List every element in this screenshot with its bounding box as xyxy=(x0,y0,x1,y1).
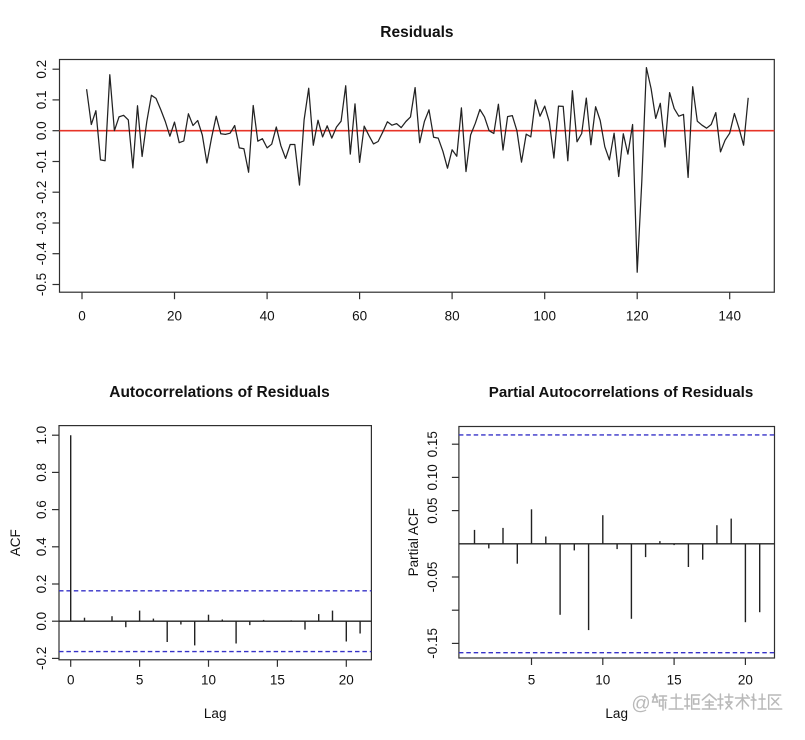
svg-text:0.6: 0.6 xyxy=(34,500,49,519)
svg-text:0.10: 0.10 xyxy=(425,464,440,490)
svg-text:Autocorrelations of Residuals: Autocorrelations of Residuals xyxy=(109,384,329,401)
svg-text:0.0: 0.0 xyxy=(34,121,49,140)
svg-text:0.4: 0.4 xyxy=(34,537,49,556)
svg-text:1.0: 1.0 xyxy=(34,426,49,445)
svg-text:Partial ACF: Partial ACF xyxy=(406,508,421,576)
svg-text:-0.2: -0.2 xyxy=(34,181,49,204)
svg-text:15: 15 xyxy=(667,673,682,688)
svg-text:140: 140 xyxy=(718,309,741,324)
svg-text:0: 0 xyxy=(78,309,86,324)
svg-text:0.2: 0.2 xyxy=(34,575,49,594)
svg-text:10: 10 xyxy=(201,673,216,688)
svg-text:-0.05: -0.05 xyxy=(425,562,440,593)
svg-text:100: 100 xyxy=(533,309,556,324)
svg-text:40: 40 xyxy=(260,309,275,324)
svg-text:Residuals: Residuals xyxy=(380,24,453,41)
svg-text:Lag: Lag xyxy=(204,706,227,721)
svg-text:0: 0 xyxy=(67,673,75,688)
svg-text:Partial Autocorrelations of Re: Partial Autocorrelations of Residuals xyxy=(489,384,753,401)
svg-text:Lag: Lag xyxy=(605,706,628,721)
svg-text:20: 20 xyxy=(339,673,354,688)
svg-text:120: 120 xyxy=(626,309,649,324)
svg-text:80: 80 xyxy=(445,309,460,324)
svg-text:5: 5 xyxy=(528,673,536,688)
svg-text:20: 20 xyxy=(167,309,182,324)
svg-text:-0.3: -0.3 xyxy=(34,211,49,234)
svg-text:20: 20 xyxy=(738,673,753,688)
svg-text:5: 5 xyxy=(136,673,144,688)
svg-text:ACF: ACF xyxy=(8,529,23,556)
svg-text:-0.15: -0.15 xyxy=(425,628,440,659)
svg-text:0.15: 0.15 xyxy=(425,431,440,457)
svg-text:-0.4: -0.4 xyxy=(34,242,49,266)
svg-text:0.8: 0.8 xyxy=(34,463,49,482)
svg-text:0.1: 0.1 xyxy=(34,91,49,110)
svg-text:10: 10 xyxy=(595,673,610,688)
svg-text:60: 60 xyxy=(352,309,367,324)
svg-text:0.2: 0.2 xyxy=(34,60,49,79)
svg-text:-0.1: -0.1 xyxy=(34,150,49,173)
svg-text:-0.2: -0.2 xyxy=(34,647,49,670)
svg-text:15: 15 xyxy=(270,673,285,688)
svg-text:@: @ xyxy=(631,694,650,715)
svg-text:0.0: 0.0 xyxy=(34,612,49,631)
svg-text:0.05: 0.05 xyxy=(425,497,440,523)
svg-text:-0.5: -0.5 xyxy=(34,273,49,296)
